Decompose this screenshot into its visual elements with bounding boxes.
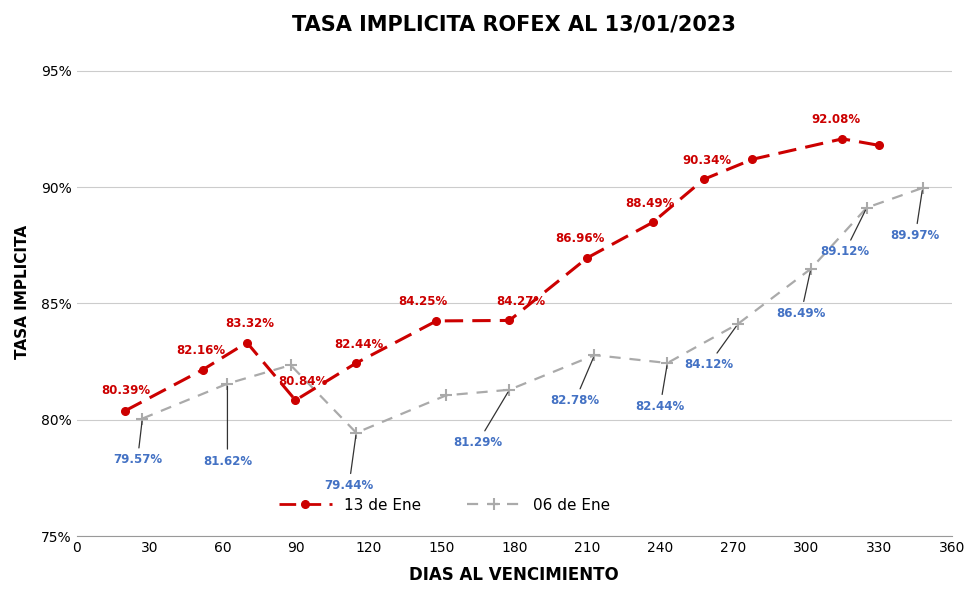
13 de Ene	[430, 317, 442, 325]
Text: 81.62%: 81.62%	[203, 386, 252, 468]
Text: 80.39%: 80.39%	[101, 384, 150, 397]
06 de Ene	[285, 362, 297, 369]
Text: 83.32%: 83.32%	[225, 317, 274, 330]
06 de Ene	[351, 429, 363, 436]
Text: 89.12%: 89.12%	[820, 210, 869, 258]
Y-axis label: TASA IMPLICITA: TASA IMPLICITA	[15, 225, 30, 359]
Text: 86.49%: 86.49%	[776, 271, 826, 320]
Text: 90.34%: 90.34%	[682, 154, 731, 167]
06 de Ene	[805, 265, 816, 273]
Text: 92.08%: 92.08%	[810, 113, 860, 126]
Text: 81.29%: 81.29%	[453, 392, 508, 449]
13 de Ene	[647, 219, 659, 226]
Line: 06 de Ene: 06 de Ene	[137, 182, 928, 438]
13 de Ene	[241, 339, 253, 346]
13 de Ene	[873, 142, 885, 149]
Text: 84.27%: 84.27%	[496, 295, 545, 308]
13 de Ene	[698, 176, 710, 183]
06 de Ene	[440, 392, 452, 399]
Text: 82.78%: 82.78%	[551, 358, 600, 407]
13 de Ene	[581, 255, 593, 262]
06 de Ene	[589, 352, 601, 359]
Line: 13 de Ene: 13 de Ene	[122, 135, 883, 415]
06 de Ene	[504, 386, 515, 394]
Text: 86.96%: 86.96%	[556, 232, 605, 246]
06 de Ene	[662, 359, 673, 367]
Title: TASA IMPLICITA ROFEX AL 13/01/2023: TASA IMPLICITA ROFEX AL 13/01/2023	[292, 15, 736, 35]
Text: 80.84%: 80.84%	[277, 375, 327, 388]
13 de Ene	[120, 407, 131, 415]
13 de Ene	[837, 135, 849, 143]
Text: 79.57%: 79.57%	[113, 421, 162, 467]
13 de Ene	[290, 397, 302, 404]
Text: 82.16%: 82.16%	[175, 344, 224, 357]
06 de Ene	[860, 204, 872, 211]
Text: 88.49%: 88.49%	[625, 197, 675, 210]
13 de Ene	[351, 359, 363, 367]
06 de Ene	[221, 380, 233, 388]
Text: 82.44%: 82.44%	[334, 337, 383, 350]
06 de Ene	[732, 320, 744, 328]
Legend: 13 de Ene, 06 de Ene: 13 de Ene, 06 de Ene	[272, 491, 616, 519]
Text: 82.44%: 82.44%	[635, 366, 685, 413]
X-axis label: DIAS AL VENCIMIENTO: DIAS AL VENCIMIENTO	[410, 566, 619, 584]
Text: 84.12%: 84.12%	[684, 326, 736, 371]
Text: 79.44%: 79.44%	[324, 435, 373, 492]
13 de Ene	[747, 156, 759, 163]
13 de Ene	[504, 317, 515, 324]
Text: 84.25%: 84.25%	[398, 295, 447, 308]
06 de Ene	[136, 415, 148, 422]
Text: 89.97%: 89.97%	[891, 190, 940, 242]
06 de Ene	[916, 184, 928, 192]
13 de Ene	[197, 366, 209, 373]
